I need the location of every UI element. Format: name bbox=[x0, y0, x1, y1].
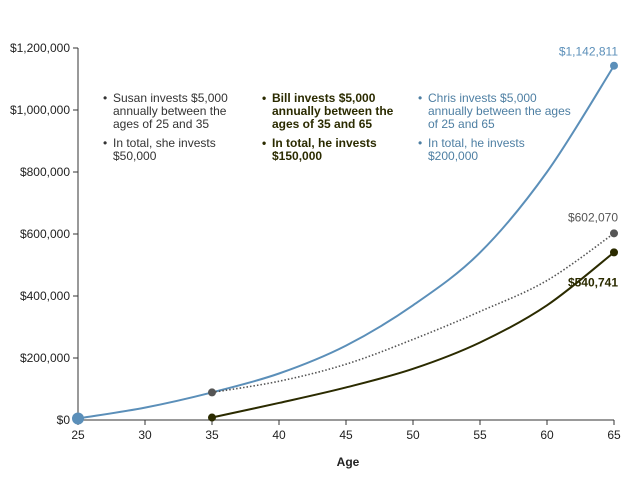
x-tick-label: 25 bbox=[71, 428, 85, 442]
legend-susan-item-2: In total, she invests $50,000 bbox=[103, 137, 253, 163]
legend-bill: Bill invests $5,000 annually between the… bbox=[262, 92, 412, 169]
x-tick-label: 30 bbox=[138, 428, 152, 442]
legend-bill-item-1: Bill invests $5,000 annually between the… bbox=[262, 92, 412, 131]
x-tick-label: 35 bbox=[205, 428, 219, 442]
axes: 25 30 35 40 45 50 55 60 65 $0 $200,000 $400,000 $600… bbox=[10, 41, 621, 442]
series-line-susan bbox=[211, 232, 615, 394]
end-labels: $1,142,811 $602,070 $540,741 bbox=[559, 45, 618, 290]
series-start-point-bill bbox=[208, 413, 216, 422]
legend-chris-item-1: Chris invests $5,000 annually between th… bbox=[418, 92, 578, 131]
x-tick-label: 60 bbox=[540, 428, 554, 442]
series-end-point-chris bbox=[610, 61, 618, 70]
x-tick-label: 50 bbox=[406, 428, 420, 442]
x-tick-label: 65 bbox=[607, 428, 621, 442]
series-end-point-susan bbox=[610, 229, 618, 238]
end-label-susan: $602,070 bbox=[568, 210, 618, 224]
series-line-chris bbox=[77, 65, 615, 420]
x-tick-label: 40 bbox=[272, 428, 286, 442]
legend-susan-item-1: Susan invests $5,000 annually between th… bbox=[103, 92, 253, 131]
y-tick-label: $400,000 bbox=[20, 289, 70, 303]
legend-chris-item-2: In total, he invests $200,000 bbox=[418, 137, 578, 163]
y-tick-label: $0 bbox=[57, 413, 71, 427]
series-end-point-bill bbox=[610, 248, 618, 257]
legend-chris: Chris invests $5,000 annually between th… bbox=[418, 92, 578, 169]
y-tick-label: $1,200,000 bbox=[10, 41, 70, 55]
series-start-point-susan bbox=[208, 388, 216, 397]
end-label-bill: $540,741 bbox=[568, 275, 618, 289]
end-label-chris: $1,142,811 bbox=[559, 45, 618, 59]
y-tick-label: $800,000 bbox=[20, 165, 70, 179]
x-tick-label: 45 bbox=[339, 428, 353, 442]
y-tick-label: $600,000 bbox=[20, 227, 70, 241]
series-layer bbox=[72, 61, 618, 425]
y-tick-label: $1,000,000 bbox=[10, 103, 70, 117]
legend-bill-item-2: In total, he invests $150,000 bbox=[262, 137, 412, 163]
series-line-bill bbox=[211, 251, 615, 419]
x-axis-title: Age bbox=[337, 455, 360, 469]
x-tick-label: 55 bbox=[473, 428, 487, 442]
series-start-point-chris bbox=[72, 412, 84, 425]
legend-susan: Susan invests $5,000 annually between th… bbox=[103, 92, 253, 169]
y-tick-label: $200,000 bbox=[20, 351, 70, 365]
